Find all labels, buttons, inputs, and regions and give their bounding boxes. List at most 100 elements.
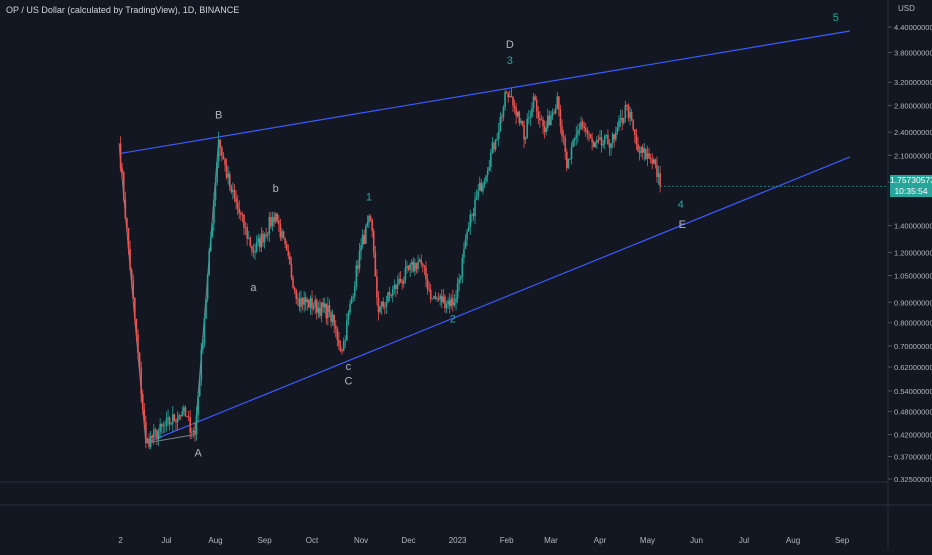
candle-body <box>244 227 247 229</box>
candle-body <box>486 170 489 176</box>
candle-body <box>637 144 639 152</box>
candle-body <box>550 115 552 126</box>
candle-body <box>200 349 203 381</box>
candle-body <box>502 107 505 118</box>
candle-body <box>247 237 250 239</box>
price-tick-label: 0.90000000 <box>894 298 932 307</box>
price-tick-label: 0.54000000 <box>894 387 932 396</box>
candle-body <box>469 214 472 227</box>
wave-label: A <box>194 448 202 460</box>
candle-body <box>312 307 315 309</box>
candle-body <box>559 109 562 127</box>
candle-body <box>556 96 559 109</box>
candle-body <box>314 299 316 308</box>
lower-trendline[interactable] <box>145 156 851 444</box>
candle-body <box>611 134 614 144</box>
candle-body <box>499 117 502 132</box>
candle-body <box>151 435 154 438</box>
candle-body <box>474 199 476 217</box>
candle-body <box>599 137 601 141</box>
candle-body <box>162 425 165 427</box>
candle-body <box>607 135 609 145</box>
candle-body <box>281 231 283 238</box>
candle-body <box>542 119 544 127</box>
candle-body <box>390 294 392 296</box>
candle-body <box>605 135 608 136</box>
candle-body <box>565 151 568 169</box>
candle-body <box>276 213 279 221</box>
candle-body <box>455 298 457 303</box>
candle-body <box>491 142 494 153</box>
candle-body <box>618 119 620 128</box>
candle-body <box>564 137 566 152</box>
candle-body <box>263 234 266 243</box>
candle-body <box>532 96 535 109</box>
candle-body <box>463 248 465 258</box>
candle-body <box>349 303 351 313</box>
candle-body <box>624 105 627 119</box>
candle-body <box>246 227 248 239</box>
candle-body <box>306 299 309 303</box>
candle-body <box>290 264 293 278</box>
candle-body <box>143 409 146 423</box>
candle-body <box>137 334 139 353</box>
candle-body <box>418 259 421 262</box>
time-tick-label: Jul <box>161 536 171 545</box>
candle-body <box>197 396 199 415</box>
candle-body <box>643 148 646 153</box>
candle-body <box>401 281 404 284</box>
candle-body <box>127 227 130 249</box>
candle-body <box>554 108 557 114</box>
candle-body <box>429 289 432 299</box>
time-tick-label: Dec <box>401 536 415 545</box>
candle-body <box>202 343 204 350</box>
time-tick-label: Aug <box>208 536 222 545</box>
candle-body <box>190 432 193 434</box>
candle-body <box>531 108 533 117</box>
candle-body <box>646 153 649 159</box>
candle-body <box>512 96 514 106</box>
last-price-value: 1.75730573 <box>890 175 932 186</box>
candle-body <box>656 164 658 177</box>
candle-body <box>238 208 241 214</box>
time-tick-label: Aug <box>786 536 800 545</box>
candle-body <box>274 213 277 223</box>
candle-body <box>279 224 282 238</box>
candle-body <box>206 274 209 300</box>
candle-body <box>224 159 226 165</box>
candle-body <box>311 298 313 309</box>
candle-body <box>228 173 231 187</box>
candle-body <box>146 438 149 443</box>
candle-body <box>553 112 555 114</box>
candle-body <box>653 159 655 164</box>
candle-body <box>232 190 234 192</box>
candle-body <box>300 298 302 307</box>
last-price-tag: 1.75730573 10:35:54 <box>890 175 932 198</box>
candle-body <box>350 298 353 304</box>
upper-trendline[interactable] <box>118 30 851 155</box>
candle-body <box>562 136 565 138</box>
candle-body <box>428 288 430 290</box>
candle-body <box>233 190 236 198</box>
candle-body <box>505 92 508 94</box>
candle-body <box>516 111 519 116</box>
candle-body <box>344 340 347 342</box>
candle-body <box>573 137 576 141</box>
candle-body <box>145 422 147 443</box>
price-tick-label: 3.20000000 <box>894 78 932 87</box>
candle-body <box>412 261 415 272</box>
candle-body <box>219 139 222 148</box>
time-tick-label: 2023 <box>449 536 467 545</box>
candle-body <box>282 231 285 238</box>
candle-body <box>124 199 127 219</box>
candle-body <box>588 133 590 135</box>
candle-body <box>594 143 597 148</box>
candle-body <box>342 341 345 351</box>
candle-body <box>475 197 478 200</box>
candle-body <box>425 267 427 280</box>
candle-body <box>523 125 525 140</box>
candle-body <box>610 143 612 148</box>
candle-body <box>471 213 473 215</box>
